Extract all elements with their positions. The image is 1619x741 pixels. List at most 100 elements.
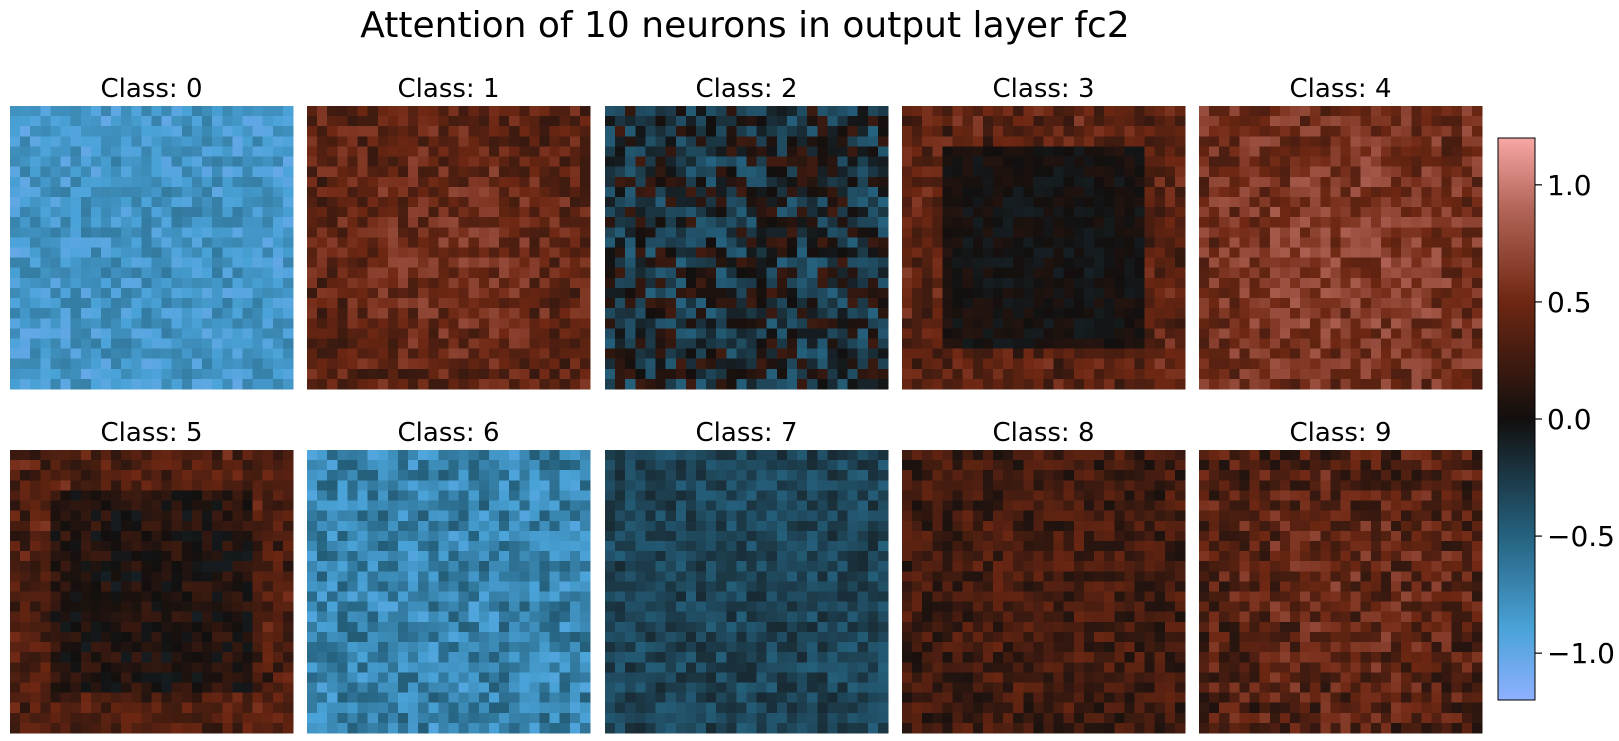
heatmap-cell bbox=[478, 257, 490, 269]
heatmap-cell bbox=[1360, 358, 1372, 370]
heatmap-cell bbox=[488, 530, 500, 542]
heatmap-cell bbox=[1094, 126, 1105, 137]
heatmap-cell bbox=[387, 267, 399, 279]
heatmap-cell bbox=[347, 207, 358, 218]
heatmap-cell bbox=[1249, 267, 1261, 279]
heatmap-cell bbox=[70, 237, 82, 248]
heatmap-cell bbox=[1421, 207, 1432, 218]
heatmap-cell bbox=[922, 257, 933, 269]
heatmap-cell bbox=[499, 318, 510, 329]
heatmap-cell bbox=[797, 358, 808, 370]
heatmap-cell bbox=[1300, 328, 1311, 339]
heatmap-cell bbox=[1391, 156, 1402, 168]
heatmap-cell bbox=[478, 156, 490, 168]
heatmap-cell bbox=[1033, 378, 1044, 390]
heatmap-cell bbox=[131, 702, 142, 714]
heatmap-cell bbox=[962, 287, 974, 299]
heatmap-cell bbox=[1013, 287, 1024, 299]
heatmap-cell bbox=[272, 621, 284, 633]
heatmap-cell bbox=[40, 480, 51, 491]
heatmap-cell bbox=[902, 227, 913, 238]
heatmap-cell bbox=[357, 217, 369, 228]
heatmap-cell bbox=[90, 510, 102, 522]
heatmap-cell bbox=[1461, 378, 1473, 390]
heatmap-cell bbox=[418, 257, 429, 269]
heatmap-cell bbox=[20, 318, 31, 329]
heatmap-cell bbox=[397, 257, 409, 269]
heatmap-cell bbox=[726, 378, 737, 390]
heatmap-cell bbox=[1401, 136, 1412, 147]
heatmap-cell bbox=[982, 277, 994, 289]
heatmap-cell bbox=[539, 530, 550, 542]
heatmap-cell bbox=[962, 217, 974, 228]
heatmap-cell bbox=[509, 227, 520, 238]
heatmap-cell bbox=[60, 308, 72, 319]
heatmap-cell bbox=[1239, 338, 1250, 349]
heatmap-cell bbox=[151, 257, 163, 269]
heatmap-cell bbox=[579, 530, 591, 542]
heatmap-cell bbox=[131, 642, 142, 653]
heatmap-cell bbox=[100, 156, 112, 168]
heatmap-cell bbox=[252, 378, 264, 390]
heatmap-cell bbox=[60, 662, 72, 673]
heatmap-cell bbox=[151, 217, 163, 228]
heatmap-cell bbox=[40, 601, 51, 613]
heatmap-cell bbox=[605, 217, 616, 228]
heatmap-cell bbox=[1209, 196, 1220, 208]
heatmap-cell bbox=[317, 146, 328, 157]
heatmap-cell bbox=[1249, 378, 1261, 390]
heatmap-cell bbox=[282, 298, 294, 309]
heatmap-cell bbox=[428, 146, 439, 157]
heatmap-cell bbox=[488, 500, 500, 512]
heatmap-cell bbox=[1013, 257, 1024, 269]
heatmap-cell bbox=[232, 348, 243, 360]
heatmap-cell bbox=[847, 247, 859, 259]
heatmap-cell bbox=[100, 136, 112, 147]
heatmap-cell bbox=[499, 490, 510, 501]
heatmap-cell bbox=[1199, 166, 1210, 178]
heatmap-cell bbox=[171, 712, 183, 724]
heatmap-cell bbox=[1259, 378, 1271, 390]
heatmap-cell bbox=[706, 378, 717, 390]
heatmap-cell bbox=[726, 136, 737, 147]
heatmap-cell bbox=[10, 631, 21, 643]
heatmap-cell bbox=[1094, 237, 1105, 248]
heatmap-cell bbox=[357, 450, 369, 461]
heatmap-cell bbox=[408, 186, 419, 198]
heatmap-cell bbox=[50, 378, 61, 390]
heatmap-cell bbox=[232, 611, 243, 623]
heatmap-cell bbox=[706, 298, 717, 309]
heatmap-cell bbox=[695, 136, 707, 147]
heatmap-cell bbox=[1259, 196, 1271, 208]
heatmap-cell bbox=[121, 196, 132, 208]
heatmap-cell bbox=[1471, 136, 1483, 147]
heatmap-cell bbox=[307, 308, 318, 319]
heatmap-cell bbox=[468, 207, 480, 218]
heatmap-cell bbox=[1094, 146, 1105, 157]
heatmap-cell bbox=[70, 348, 82, 360]
heatmap-cell bbox=[1431, 166, 1442, 178]
heatmap-cell bbox=[685, 126, 697, 137]
heatmap-cell bbox=[665, 257, 677, 269]
heatmap-cell bbox=[212, 348, 223, 360]
heatmap-cell bbox=[847, 277, 859, 289]
heatmap-cell bbox=[282, 480, 294, 491]
heatmap-cell bbox=[1421, 338, 1432, 349]
heatmap-cell bbox=[141, 551, 152, 562]
heatmap-cell bbox=[756, 328, 768, 339]
heatmap-cell bbox=[212, 682, 223, 693]
heatmap-cell bbox=[387, 480, 399, 491]
heatmap-cell bbox=[1174, 338, 1186, 349]
heatmap-cell bbox=[827, 207, 838, 218]
heatmap-cell bbox=[992, 308, 1004, 319]
heatmap-cell bbox=[579, 318, 591, 329]
heatmap-cell bbox=[932, 166, 943, 178]
heatmap-cell bbox=[1451, 328, 1463, 339]
heatmap-cell bbox=[20, 682, 31, 693]
heatmap-cell bbox=[282, 672, 294, 683]
heatmap-cell bbox=[529, 450, 540, 461]
heatmap-cell bbox=[615, 247, 626, 259]
heatmap-cell bbox=[327, 470, 338, 481]
heatmap-cell bbox=[181, 277, 193, 289]
heatmap-cell bbox=[1023, 338, 1034, 349]
